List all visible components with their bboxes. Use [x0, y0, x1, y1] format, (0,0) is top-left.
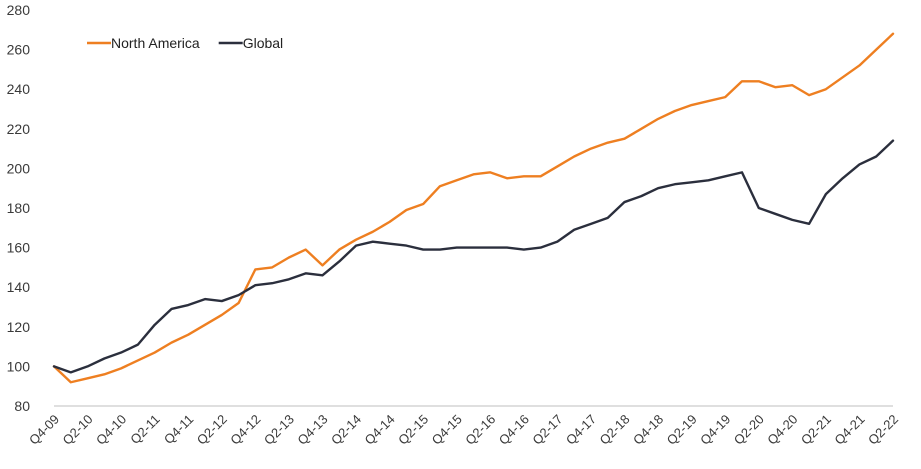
legend-label-north-america: North America — [111, 35, 200, 51]
x-tick-label: Q2-10 — [60, 412, 96, 448]
x-tick-label: Q2-20 — [731, 412, 767, 448]
y-tick-label: 220 — [7, 121, 31, 137]
x-tick-label: Q2-14 — [328, 412, 364, 448]
legend-label-global: Global — [243, 35, 283, 51]
x-tick-label: Q2-12 — [194, 412, 230, 448]
y-tick-label: 260 — [7, 42, 31, 58]
x-tick-label: Q4-16 — [496, 412, 532, 448]
x-tick-label: Q4-15 — [429, 412, 465, 448]
y-axis: 80 100 120 140 160 180 200 220 240 260 280 — [7, 2, 31, 414]
x-tick-label: Q4-11 — [161, 412, 196, 447]
x-tick-label: Q2-16 — [462, 412, 498, 448]
series-line-north-america — [52, 32, 895, 384]
x-tick-label: Q4-18 — [630, 412, 666, 448]
y-tick-label: 240 — [7, 81, 31, 97]
x-tick-label: Q2-11 — [127, 412, 162, 447]
x-tick-label: Q4-10 — [93, 412, 129, 448]
x-tick-label: Q4-14 — [362, 412, 398, 448]
y-tick-label: 140 — [7, 279, 31, 295]
x-tick-label: Q4-09 — [26, 412, 62, 448]
x-tick-label: Q2-22 — [865, 412, 901, 448]
y-tick-label: 120 — [7, 319, 31, 335]
x-tick-label: Q2-21 — [798, 412, 834, 448]
x-tick-label: Q2-18 — [596, 412, 632, 448]
y-tick-label: 80 — [14, 398, 30, 414]
x-tick-label: Q2-19 — [664, 412, 700, 448]
x-tick-label: Q2-15 — [395, 412, 431, 448]
x-tick-label: Q4-21 — [831, 412, 867, 448]
y-tick-label: 160 — [7, 240, 31, 256]
legend: North America Global — [87, 35, 283, 51]
x-tick-label: Q2-17 — [529, 412, 565, 448]
x-axis: Q4-09Q2-10Q4-10Q2-11Q4-11Q2-12Q4-12Q2-13… — [26, 412, 901, 448]
y-tick-label: 200 — [7, 160, 31, 176]
series-line-global — [52, 139, 895, 374]
y-tick-label: 100 — [7, 358, 31, 374]
x-tick-label: Q2-13 — [261, 412, 297, 448]
y-tick-label: 280 — [7, 2, 31, 18]
x-tick-label: Q4-17 — [563, 412, 599, 448]
x-tick-label: Q4-12 — [227, 412, 263, 448]
y-tick-label: 180 — [7, 200, 31, 216]
x-tick-label: Q4-19 — [697, 412, 733, 448]
x-tick-label: Q4-20 — [764, 412, 800, 448]
x-tick-label: Q4-13 — [294, 412, 330, 448]
